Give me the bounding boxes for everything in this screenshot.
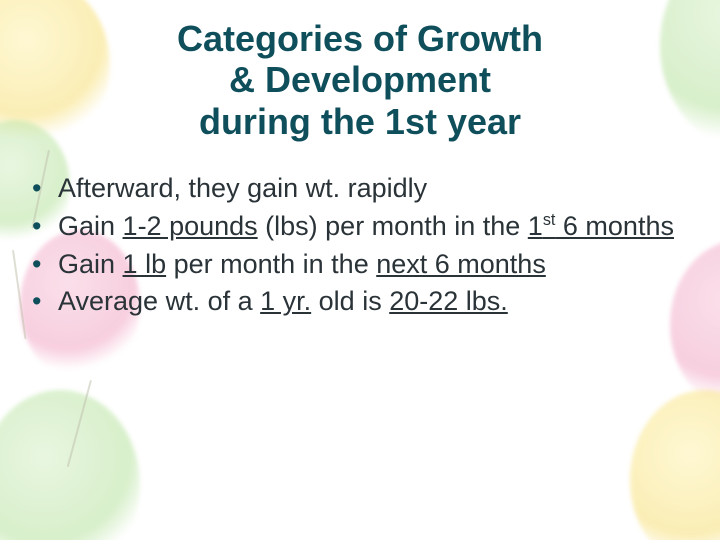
bullet-text: Afterward, they gain wt. rapidly xyxy=(58,173,427,203)
bullet-text: old is xyxy=(311,286,389,316)
slide-content: Categories of Growth & Development durin… xyxy=(0,0,720,319)
balloon-yellow-bottom-right xyxy=(630,390,720,540)
bullet-item: Average wt. of a 1 yr. old is 20-22 lbs. xyxy=(30,285,692,319)
title-line-1: Categories of Growth xyxy=(177,18,543,59)
bullet-text: 6 months xyxy=(555,211,674,241)
bullet-underline: next 6 months xyxy=(376,249,546,279)
ordinal-suffix: st xyxy=(543,211,556,229)
bullet-text: Gain xyxy=(58,211,123,241)
bullet-underline: 1 yr. xyxy=(260,286,311,316)
ordinal-number: 1 xyxy=(528,211,543,241)
bullet-underline: 1-2 pounds xyxy=(123,211,258,241)
bullet-text: (lbs) per month in the xyxy=(258,211,528,241)
title-line-3: during the 1st year xyxy=(199,101,521,142)
bullet-text: Average wt. of a xyxy=(58,286,260,316)
bullet-item: Gain 1-2 pounds (lbs) per month in the 1… xyxy=(30,210,692,244)
bullet-underline: 20-22 lbs. xyxy=(389,286,508,316)
bullet-list: Afterward, they gain wt. rapidly Gain 1-… xyxy=(28,172,692,319)
title-line-2: & Development xyxy=(229,59,491,100)
bullet-text: Gain xyxy=(58,249,123,279)
bullet-text: per month in the xyxy=(166,249,376,279)
bullet-underline: 1 lb xyxy=(123,249,167,279)
slide-title: Categories of Growth & Development durin… xyxy=(28,18,692,142)
bullet-underline: 1st 6 months xyxy=(528,211,674,241)
bullet-item: Afterward, they gain wt. rapidly xyxy=(30,172,692,206)
bullet-item: Gain 1 lb per month in the next 6 months xyxy=(30,248,692,282)
balloon-green-bottom-left xyxy=(0,390,140,540)
